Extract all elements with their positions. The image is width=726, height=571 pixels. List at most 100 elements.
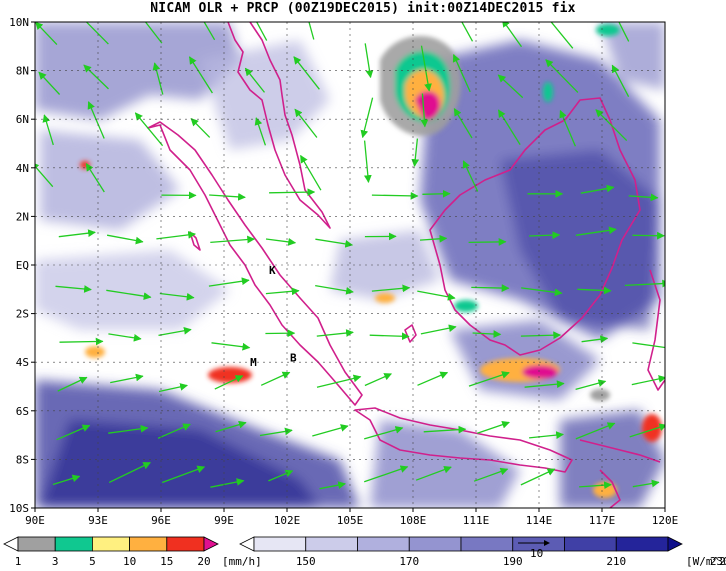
wind-vector [156,231,196,240]
wind-vector [501,22,523,48]
wind-vector [108,462,152,483]
wind-vector [575,226,617,236]
wind-vector [360,97,374,139]
wind-vector [520,331,562,340]
lon-tick-label: 102E [274,514,301,527]
marker-b: B [290,351,297,364]
island-coast [599,469,621,508]
lat-tick-label: 8S [16,453,29,466]
wind-vector [38,71,61,95]
colorbar-swatch [239,536,255,552]
peninsula-coast [227,22,331,229]
wind-vector [300,154,322,191]
colorbar-swatch [615,536,669,552]
precipitation-field [80,24,662,498]
lat-tick-label: 4N [16,162,29,175]
colorbar-unit: [mm/h] [222,555,262,568]
lesser-sunda-coast [579,439,661,463]
colorbar-unit: [W/m^2] [686,555,726,568]
wind-vector [364,43,374,79]
wind-vector [559,109,576,147]
wind-vector [83,64,109,90]
wind-vector [420,324,457,335]
wind-vector [415,465,452,481]
wind-vector-layer [35,22,665,490]
wind-vector [461,22,474,42]
wind-vector [575,379,607,391]
olr-colorbar: 150170190210230250270290[W/m^2] [239,536,726,568]
wind-vector [87,101,105,139]
wind-vector [315,238,354,248]
wind-vector [265,238,297,246]
sulawesi-coast [647,269,665,391]
colorbar-level-label: 20 [197,555,210,568]
wind-vector [208,277,250,287]
colorbar-swatch [564,536,617,552]
wind-vector [85,22,109,45]
wind-vector [244,67,266,93]
wind-vector [420,93,429,128]
colorbar-swatch [3,536,19,552]
wind-vector [188,56,213,94]
wind-vector [544,22,574,49]
wind-vector [159,292,195,301]
lat-tick-label: 10N [9,16,29,29]
colorbar-swatch [203,536,219,552]
wind-vector [57,376,88,392]
wind-vector [497,74,524,99]
wind-vector [316,329,354,337]
colorbar-swatch [305,536,358,552]
wind-vector [106,289,152,300]
wind-vector [364,426,404,440]
lon-tick-label: 105E [337,514,364,527]
wind-vector [577,286,612,295]
wind-vector [210,235,256,244]
wind-vector [157,423,191,439]
wind-vector [419,234,448,243]
wind-vector [315,284,354,295]
wind-vector [190,118,211,138]
wind-vector [371,191,419,200]
colorbar-swatch [92,536,131,552]
wind-vector [259,427,293,437]
wind-vector [209,192,246,201]
wind-vector [56,424,91,441]
wind-vector [294,108,318,138]
wind-vector [611,64,630,97]
wind-vector [110,373,144,384]
wind-vector [631,375,665,386]
colorbar-swatch [408,536,462,552]
wind-vector [211,342,251,351]
wind-vector [316,374,362,388]
colorbar-level-label: 15 [160,555,173,568]
wind-vector [497,109,521,145]
wind-vector [363,140,372,183]
colorbar-level-label: 170 [399,555,419,568]
wind-vector [108,333,142,342]
wind-vector [472,330,502,338]
wind-vector [134,112,164,147]
wind-vector [411,138,420,167]
lon-tick-label: 114E [526,514,553,527]
colorbar-swatch [17,536,56,552]
figure-title: NICAM OLR + PRCP (00Z19DEC2015) init:00Z… [150,1,576,16]
wind-vector [632,231,665,240]
wind-vector [417,371,449,386]
colorbar-swatch [460,536,514,552]
wind-vector [521,287,563,297]
lat-tick-label: 4S [16,356,29,369]
precip-colorbar: 1 3 5 10 15 20 [mm/h] [3,536,262,568]
lat-tick-label: 10S [9,502,29,515]
colorbar-level-label: 230 [710,555,726,568]
wind-vector [55,285,92,293]
wind-vector [158,383,188,393]
lon-tick-label: 99E [214,514,234,527]
wind-vector [595,109,628,142]
lat-tick-label: 2N [16,210,29,223]
wind-vector [417,290,456,301]
colorbar-swatch [54,536,93,552]
colorbar-level-label: 10 [123,555,136,568]
wind-vector [628,193,659,202]
wind-vector [108,424,149,434]
